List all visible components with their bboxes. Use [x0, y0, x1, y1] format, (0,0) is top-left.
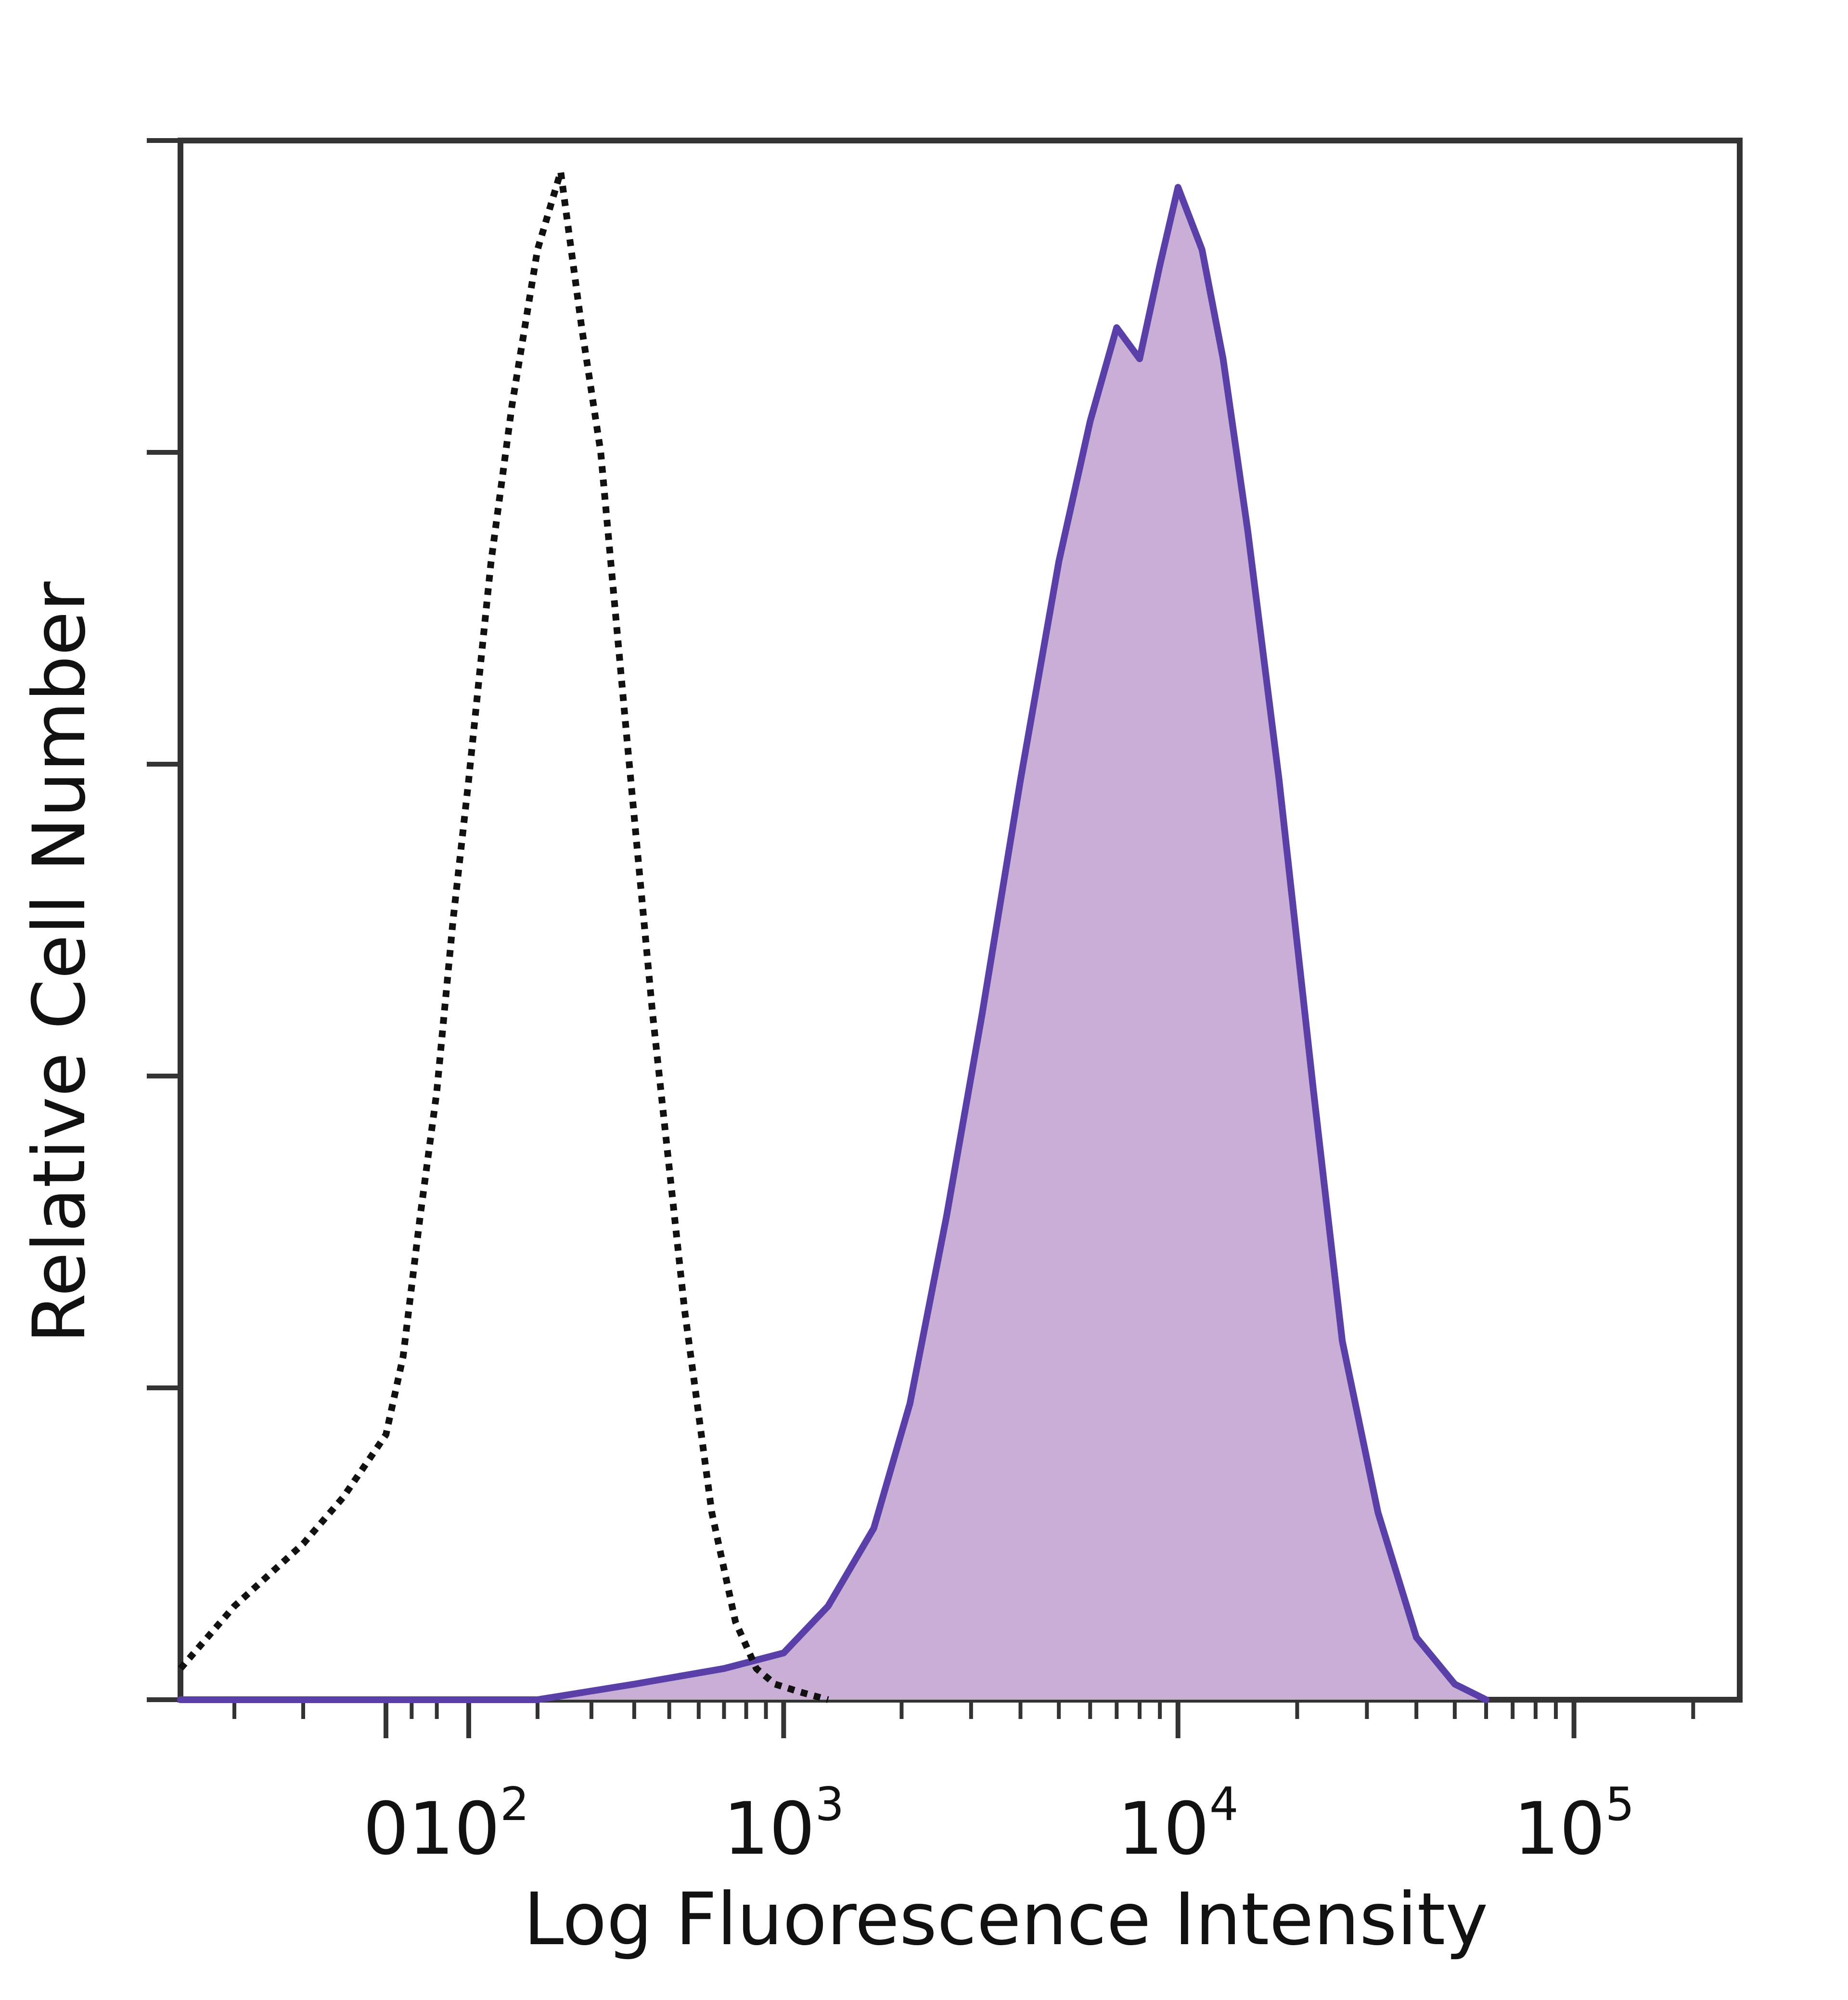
- x-tick-label: 102: [408, 1778, 529, 1871]
- x-tick-label: 0: [363, 1787, 409, 1871]
- y-axis-ticks: [147, 138, 180, 1702]
- y-axis-title: Relative Cell Number: [18, 581, 102, 1344]
- x-tick-label: 103: [723, 1778, 844, 1871]
- filled-histogram-outline: [177, 184, 1489, 1703]
- x-tick-label: 105: [1514, 1778, 1634, 1871]
- x-axis-title: Log Fluorescence Intensity: [524, 1878, 1488, 1962]
- x-tick-label: 104: [1117, 1778, 1238, 1871]
- filled-histogram-area: [180, 187, 1486, 1700]
- histogram-series: [177, 168, 1489, 1703]
- control-histogram-line: [178, 168, 829, 1703]
- x-axis-ticks: [232, 1700, 1695, 1738]
